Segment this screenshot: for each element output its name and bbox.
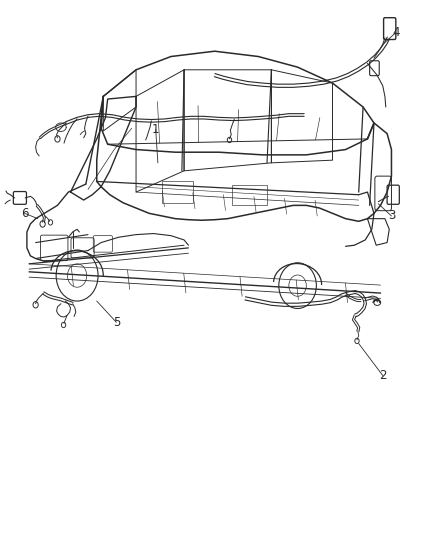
Text: 4: 4 bbox=[392, 26, 399, 39]
Text: 6: 6 bbox=[21, 207, 28, 220]
Bar bbox=[162, 181, 193, 203]
Text: 3: 3 bbox=[388, 209, 395, 222]
Text: 5: 5 bbox=[113, 316, 120, 329]
Text: 2: 2 bbox=[379, 369, 386, 382]
Bar bbox=[232, 185, 267, 205]
Text: 1: 1 bbox=[152, 123, 159, 136]
